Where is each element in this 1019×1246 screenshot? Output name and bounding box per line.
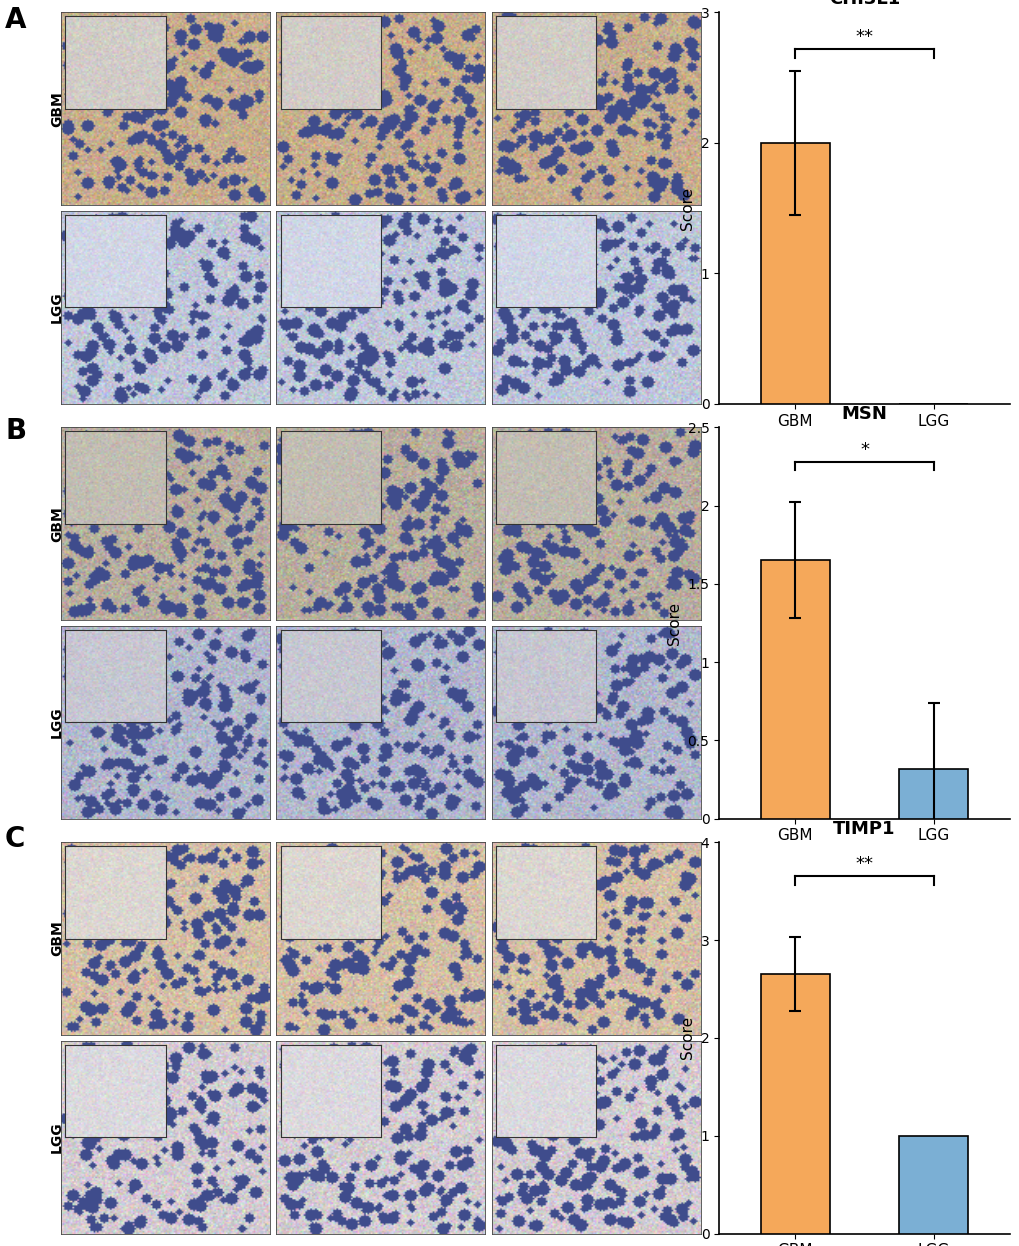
Bar: [760, 143, 829, 404]
Title: MSN: MSN: [841, 405, 887, 422]
Y-axis label: GBM: GBM: [50, 506, 64, 542]
Bar: [760, 561, 829, 819]
Text: C: C: [5, 825, 25, 852]
Bar: [760, 974, 829, 1234]
Text: **: **: [855, 29, 872, 46]
Title: TIMP1: TIMP1: [833, 820, 895, 837]
Text: A: A: [5, 6, 26, 34]
Y-axis label: LGG: LGG: [50, 292, 64, 323]
Y-axis label: LGG: LGG: [50, 1121, 64, 1153]
Y-axis label: GBM: GBM: [50, 91, 64, 127]
Bar: [898, 1135, 967, 1234]
Bar: [898, 769, 967, 819]
Y-axis label: GBM: GBM: [50, 921, 64, 957]
Y-axis label: Score: Score: [680, 187, 694, 229]
Title: CHI3L1: CHI3L1: [828, 0, 899, 9]
Text: **: **: [855, 856, 872, 873]
Y-axis label: LGG: LGG: [50, 706, 64, 738]
Y-axis label: Score: Score: [680, 1017, 694, 1059]
Text: *: *: [859, 441, 868, 459]
Y-axis label: Score: Score: [666, 602, 682, 644]
Text: B: B: [5, 417, 26, 445]
